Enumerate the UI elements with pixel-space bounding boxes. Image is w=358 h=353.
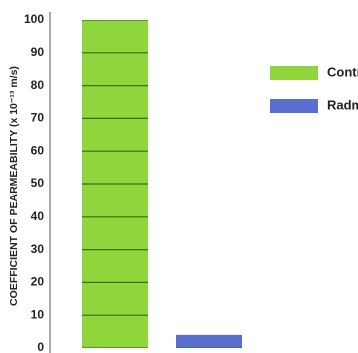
y-tick-label: 60	[31, 143, 45, 157]
y-axis-label: COEFFICIENT OF PEARMEABILITY (x 10⁻¹³ m/…	[8, 66, 20, 306]
legend-label: Radmyx	[327, 97, 358, 112]
bar	[176, 334, 242, 348]
y-tick-label: 80	[31, 78, 45, 92]
y-tick-label: 100	[24, 12, 44, 26]
y-tick-label: 20	[31, 275, 45, 289]
y-tick-label: 40	[31, 209, 45, 223]
y-tick-label: 50	[31, 176, 45, 190]
legend-swatch	[270, 99, 318, 113]
legend-swatch	[270, 66, 318, 80]
y-tick-label: 90	[31, 45, 45, 59]
y-tick-label: 0	[37, 340, 44, 353]
y-tick-label: 10	[31, 307, 45, 321]
legend-label: Control	[327, 64, 358, 79]
y-tick-label: 30	[31, 242, 45, 256]
y-tick-label: 70	[31, 111, 45, 125]
